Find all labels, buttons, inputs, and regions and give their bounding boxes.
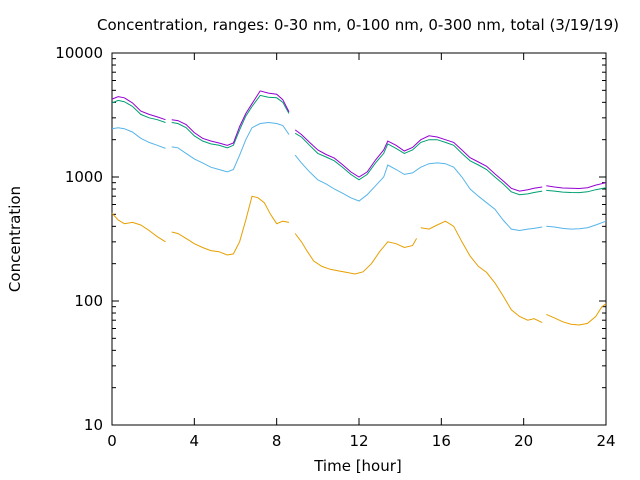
series-line-3 (111, 99, 166, 123)
y-tick-label: 100 (74, 292, 103, 310)
series-line-4 (171, 90, 290, 146)
series-line-1 (171, 195, 290, 256)
series-line-3 (294, 132, 543, 196)
series-line-2 (111, 127, 166, 149)
series-line-1 (111, 212, 166, 243)
series-line-3 (546, 187, 607, 194)
series-line-4 (111, 96, 166, 121)
y-axis-label: Concentration (6, 186, 24, 292)
y-tick-label: 10 (84, 416, 103, 434)
series-line-4 (546, 182, 607, 190)
plot-frame (111, 52, 607, 426)
series-line-1 (420, 220, 543, 324)
x-axis-label: Time [hour] (313, 457, 402, 475)
series-line-1 (294, 233, 418, 275)
x-tick-label: 0 (107, 432, 117, 450)
series-line-2 (171, 121, 290, 173)
series-line-2 (294, 154, 543, 232)
series-lines (111, 90, 607, 326)
x-tick-label: 20 (514, 432, 533, 450)
x-tick-label: 4 (190, 432, 200, 450)
series-line-4 (294, 129, 543, 192)
axis-ticks (111, 52, 607, 426)
series-line-2 (546, 220, 607, 230)
x-tick-label: 16 (432, 432, 451, 450)
x-tick-label: 8 (272, 432, 282, 450)
y-tick-label: 10000 (55, 44, 103, 62)
y-tick-label: 1000 (65, 168, 103, 186)
series-line-3 (171, 94, 290, 149)
x-tick-label: 12 (349, 432, 368, 450)
series-line-1 (546, 303, 607, 326)
x-tick-label: 24 (596, 432, 615, 450)
chart-title: Concentration, ranges: 0-30 nm, 0-100 nm… (97, 16, 619, 34)
axis-tick-labels: 0 4 8 12 16 20 24 10 100 1000 10000 (55, 44, 615, 450)
